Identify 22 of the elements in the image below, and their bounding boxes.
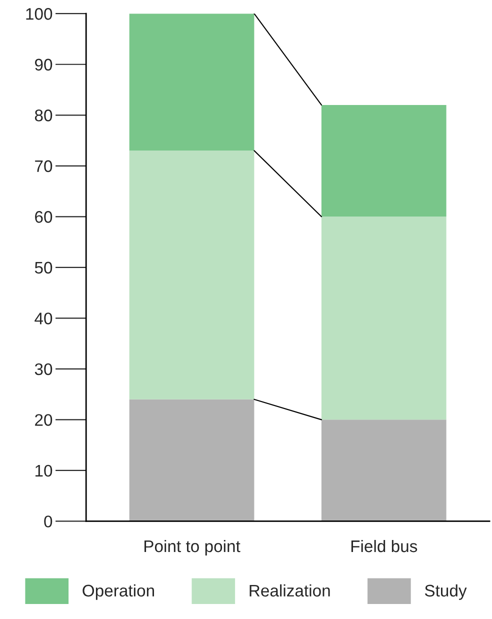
legend-label: Operation (82, 584, 154, 600)
bar (129, 399, 254, 522)
y-tick-label: 80 (34, 110, 52, 122)
bar (129, 150, 254, 400)
y-tick-label: 50 (34, 262, 52, 274)
x-tick-label: Point to point (144, 540, 240, 556)
bar (321, 104, 446, 217)
y-tick-label: 20 (35, 414, 52, 426)
x-tick-label: Field bus (351, 540, 418, 552)
y-tick-label: 90 (35, 58, 52, 71)
y-tick-label: 10 (36, 464, 52, 477)
y-tick-label: 30 (34, 363, 52, 376)
y-tick-label: 60 (35, 211, 52, 223)
y-tick-label: 0 (44, 516, 52, 528)
y-tick-label: 40 (34, 312, 52, 324)
legend-label: Study (424, 584, 467, 600)
bar (321, 420, 446, 522)
y-tick-label: 70 (35, 160, 52, 172)
y-tick-label: 100 (26, 8, 52, 20)
bar (321, 216, 446, 420)
legend-label: Realization (250, 584, 330, 597)
bar (129, 14, 254, 151)
